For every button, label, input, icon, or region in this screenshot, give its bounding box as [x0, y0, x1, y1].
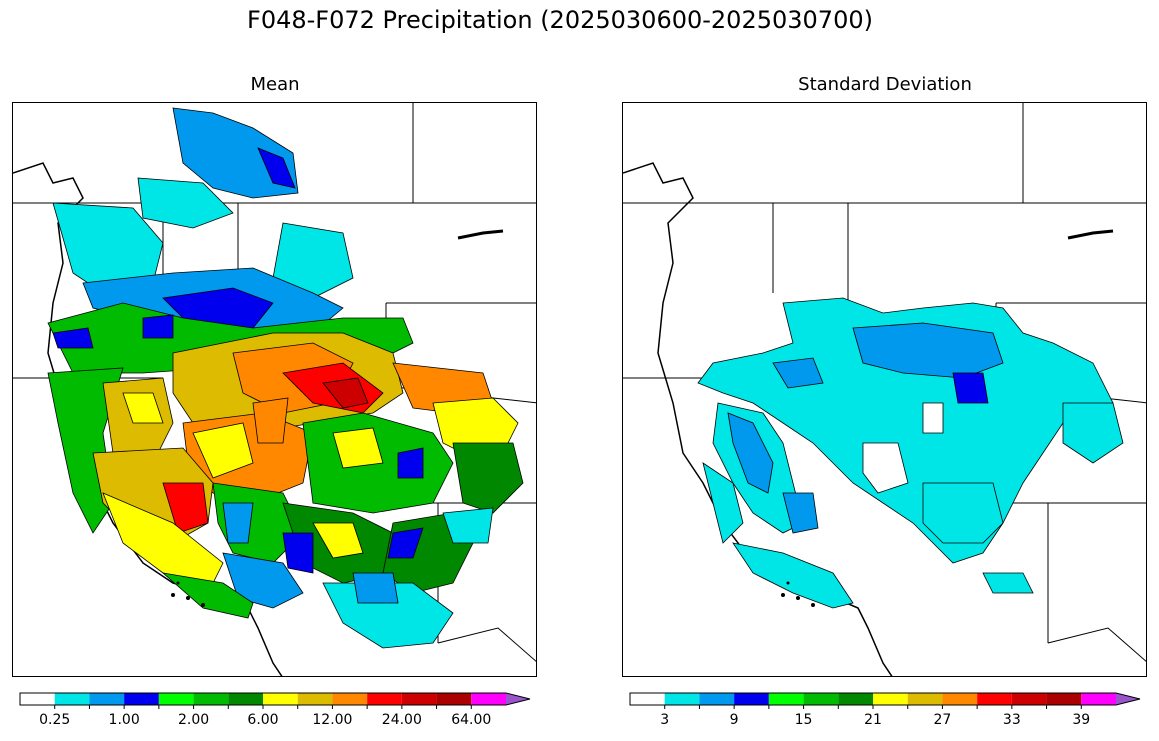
- lake-shape: [457, 229, 504, 240]
- island-markers: [781, 581, 815, 607]
- colorbar-mean: [19, 690, 531, 709]
- colorbar-swatch: [54, 693, 90, 705]
- colorbar-swatch: [1011, 693, 1047, 705]
- figure-title: F048-F072 Precipitation (2025030600-2025…: [247, 6, 873, 34]
- colorbar-swatch: [838, 693, 873, 705]
- colorbar-tick-label: 9: [729, 712, 739, 728]
- colorbar-swatch: [263, 693, 298, 705]
- colorbar-swatch: [124, 693, 159, 705]
- colorbar-mean-ticks: 0.25 1.00 2.00 6.00 12.00 24.00 64.00: [20, 712, 530, 732]
- colorbar-extend-triangle: [1116, 693, 1140, 705]
- colorbar-swatch: [630, 693, 665, 705]
- colorbar-swatch: [20, 693, 55, 705]
- colorbar-swatch: [664, 693, 700, 705]
- colorbar-tick-label: 64.00: [451, 712, 492, 728]
- map-mean: [12, 102, 537, 677]
- colorbar-swatch: [367, 693, 402, 705]
- map-mean-canvas: [13, 103, 536, 676]
- colorbar-swatch: [942, 693, 978, 705]
- colorbar-swatch: [803, 693, 839, 705]
- colorbar-tick-label: 3: [660, 712, 670, 728]
- map-stddev-canvas: [623, 103, 1146, 676]
- panel-title-mean: Mean: [250, 74, 300, 95]
- colorbar-swatch: [193, 693, 229, 705]
- colorbar-tick-label: 24.00: [381, 712, 422, 728]
- colorbar-mean-swatches: [19, 692, 531, 709]
- colorbar-stddev-swatches: [629, 692, 1141, 709]
- colorbar-stddev-ticks: 3 9 15 21 27 33 39: [630, 712, 1140, 732]
- colorbar-swatch: [1046, 693, 1082, 705]
- colorbar-tick-label: 2.00: [177, 712, 210, 728]
- precip-regions: [47, 107, 524, 649]
- colorbar-tick-label: 1.00: [108, 712, 140, 728]
- colorbar-tick-label: 0.25: [39, 712, 71, 728]
- lake-shape: [1067, 229, 1114, 240]
- colorbar-tick-label: 33: [1002, 712, 1021, 728]
- colorbar-swatch: [89, 693, 125, 705]
- colorbar-swatch: [228, 693, 263, 705]
- colorbar-tick-label: 6.00: [247, 712, 279, 728]
- colorbar-tick-label: 39: [1072, 712, 1091, 728]
- colorbar-extend-triangle: [506, 693, 530, 705]
- colorbar-swatch: [401, 693, 437, 705]
- stddev-regions: [697, 297, 1124, 609]
- colorbar-tick-label: 21: [864, 712, 882, 728]
- colorbar-swatch: [471, 693, 506, 705]
- map-stddev: [622, 102, 1147, 677]
- colorbar-tick-label: 27: [933, 712, 952, 728]
- colorbar-stddev: [629, 690, 1141, 709]
- colorbar-swatch: [297, 693, 333, 705]
- colorbar-swatch: [768, 693, 804, 705]
- island-markers: [171, 581, 205, 607]
- colorbar-swatch: [907, 693, 943, 705]
- colorbar-swatch: [699, 693, 735, 705]
- colorbar-outline: [19, 692, 531, 706]
- colorbar-swatch: [436, 693, 472, 705]
- panel-title-stddev: Standard Deviation: [798, 74, 972, 95]
- colorbar-outline: [629, 692, 1141, 706]
- colorbar-swatch: [873, 693, 908, 705]
- colorbar-swatch: [1081, 693, 1116, 705]
- colorbar-tick-label: 15: [794, 712, 813, 728]
- colorbar-swatch: [977, 693, 1012, 705]
- stddev-holes: [862, 402, 944, 494]
- colorbar-tick-label: 12.00: [312, 712, 353, 728]
- colorbar-swatch: [332, 693, 368, 705]
- coastline: [623, 162, 893, 676]
- colorbar-swatch: [734, 693, 769, 705]
- colorbar-swatch: [158, 693, 194, 705]
